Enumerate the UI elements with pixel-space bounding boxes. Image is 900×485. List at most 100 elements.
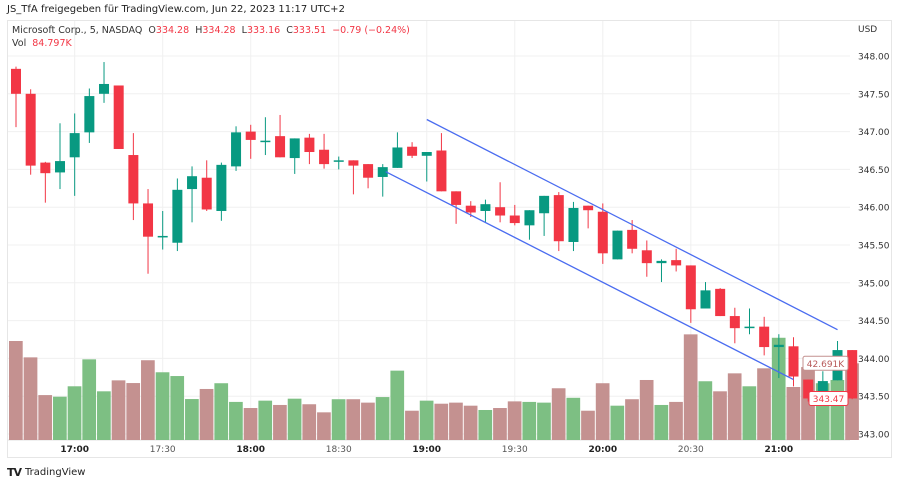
legend-ohlc-row: Microsoft Corp., 5, NASDAQ O334.28 H334.… xyxy=(12,24,410,37)
candle-body xyxy=(304,137,315,153)
candle-body xyxy=(524,210,535,226)
candle xyxy=(216,162,227,221)
last-price-label: 343.47 xyxy=(813,395,845,405)
tradingview-logo[interactable]: TV TradingView xyxy=(7,466,85,479)
candle-body xyxy=(260,140,271,143)
volume-bar xyxy=(258,400,273,440)
time-tick-label: 20:30 xyxy=(678,445,704,455)
candle xyxy=(11,66,21,128)
volume-bar xyxy=(53,396,67,440)
volume-bar xyxy=(742,386,757,440)
price-tick-label: 346.00 xyxy=(858,204,890,214)
time-tick-label: 20:00 xyxy=(588,445,617,455)
candle xyxy=(715,288,726,317)
candle-body xyxy=(465,205,476,213)
legend-symbol[interactable]: Microsoft Corp., 5, NASDAQ xyxy=(12,25,143,36)
candle-body xyxy=(40,162,51,174)
legend-low-label: L xyxy=(241,25,247,36)
volume-bar xyxy=(507,401,522,440)
candle xyxy=(363,164,374,189)
legend-close: 333.51 xyxy=(292,25,327,36)
candle-body xyxy=(216,164,227,211)
candle-body xyxy=(319,149,330,165)
candle-body xyxy=(700,290,711,309)
candle xyxy=(524,210,535,240)
candle xyxy=(245,124,256,159)
candle-body xyxy=(99,83,110,94)
candle-body xyxy=(656,260,667,264)
candle xyxy=(407,142,418,159)
price-tick-label: 345.00 xyxy=(858,279,890,289)
candle xyxy=(788,337,799,387)
legend-low: 333.16 xyxy=(246,25,281,36)
candle xyxy=(25,89,36,175)
candle xyxy=(84,88,95,143)
legend-close-label: C xyxy=(286,25,293,36)
volume-bar xyxy=(23,357,38,440)
volume-bar xyxy=(273,404,287,440)
volume-bar xyxy=(771,337,786,440)
candle xyxy=(656,259,667,283)
candle-body xyxy=(128,155,139,204)
candle-body xyxy=(69,133,80,158)
volume-bar xyxy=(67,386,82,440)
candle-body xyxy=(348,160,359,166)
candle xyxy=(157,210,168,250)
candle xyxy=(612,230,623,260)
volume-bar xyxy=(287,398,302,440)
candle xyxy=(495,182,506,223)
volume-bar xyxy=(361,402,375,440)
volume-bar xyxy=(581,410,595,440)
candle xyxy=(289,138,300,174)
candle-body xyxy=(641,250,652,264)
time-tick-label: 19:30 xyxy=(502,445,528,455)
volume-bar xyxy=(537,402,551,440)
legend-volume-label[interactable]: Vol xyxy=(12,38,27,49)
volume-bar xyxy=(683,334,698,440)
candle xyxy=(128,133,139,221)
candle-body xyxy=(143,203,154,237)
candle-body xyxy=(671,260,682,266)
volume-bar xyxy=(669,401,683,440)
time-tick-label: 18:00 xyxy=(236,445,265,455)
volume-value-box xyxy=(802,355,849,371)
price-tick-label: 348.00 xyxy=(858,53,890,63)
candle xyxy=(275,114,286,158)
candle xyxy=(597,203,608,264)
currency-label: USD xyxy=(858,25,877,35)
tradingview-wordmark: TradingView xyxy=(25,467,86,478)
candle xyxy=(583,205,594,229)
candle xyxy=(55,123,66,190)
channel-upper-trendline xyxy=(426,118,838,331)
volume-bar xyxy=(786,386,801,440)
volume-bar xyxy=(713,391,727,440)
price-tick-label: 344.50 xyxy=(858,317,890,327)
candle-body xyxy=(627,229,638,249)
volume-bar xyxy=(141,360,155,440)
volume-bar xyxy=(346,399,361,440)
candle xyxy=(40,161,51,203)
volume-bar xyxy=(126,383,141,440)
candle-body xyxy=(847,350,858,399)
candle xyxy=(685,265,696,323)
volume-bar xyxy=(302,404,317,440)
candle-body xyxy=(480,204,491,211)
time-tick-label: 17:30 xyxy=(150,445,176,455)
legend-change: −0.79 (−0.24%) xyxy=(332,25,410,36)
candle xyxy=(641,240,652,277)
candle-body xyxy=(583,205,594,211)
candle xyxy=(187,166,198,223)
candle-body xyxy=(275,136,286,158)
volume-bar xyxy=(830,379,845,440)
candle xyxy=(377,164,388,197)
candle-body xyxy=(25,93,36,166)
candle-body xyxy=(597,211,608,254)
candle xyxy=(627,220,638,254)
candle-body xyxy=(187,176,198,190)
channel-lower-trendline xyxy=(385,171,794,381)
candle xyxy=(172,178,183,252)
price-tick-label: 344.00 xyxy=(858,355,890,365)
candle-body xyxy=(333,160,344,162)
volume-bar xyxy=(595,383,610,440)
